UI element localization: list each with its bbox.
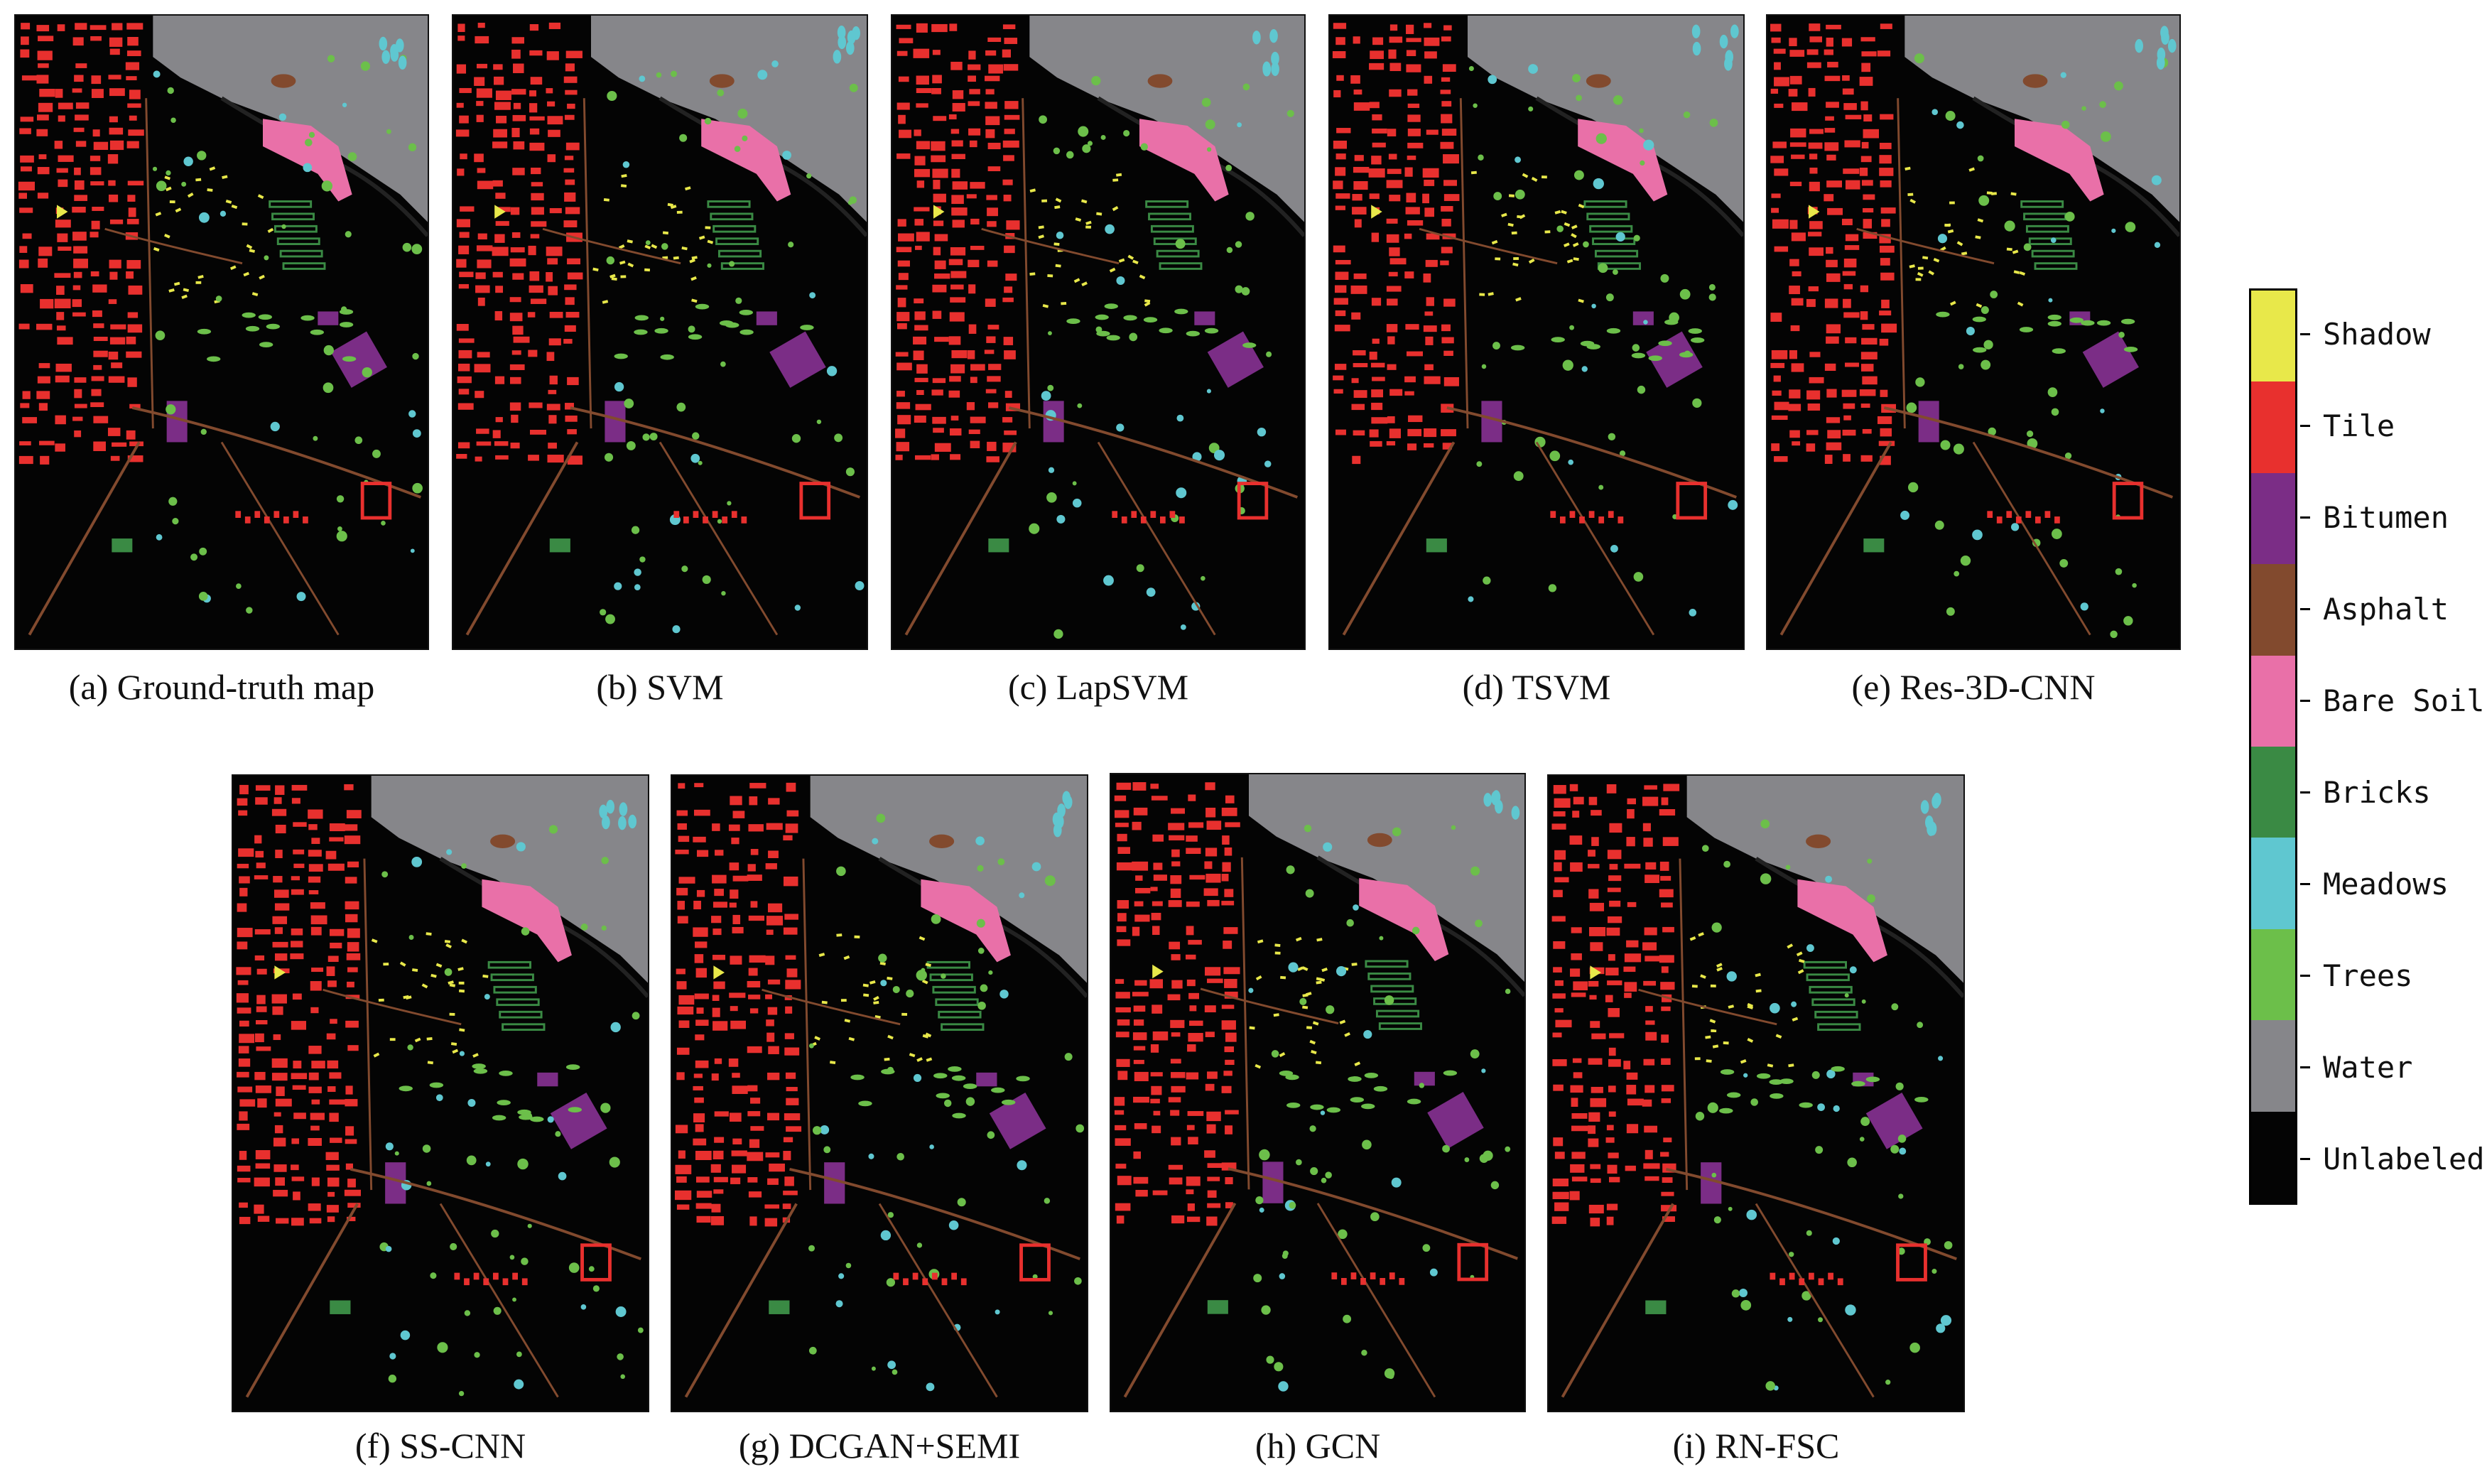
panel-caption: (c) LapSVM (1007, 667, 1189, 707)
classification-map (14, 14, 429, 650)
legend-swatch-bitumen (2251, 472, 2295, 565)
classification-map (452, 14, 868, 650)
map-svg (1330, 16, 1743, 649)
legend-label: Water (2323, 1050, 2413, 1085)
panel-h: (h) GCN (1110, 773, 1526, 1466)
legend-item: Shadow (2300, 288, 2431, 380)
classification-map (232, 774, 649, 1412)
legend-item: Asphalt (2300, 563, 2449, 655)
panel-caption: (i) RN-FSC (1672, 1426, 1840, 1466)
panel-caption: (f) SS-CNN (354, 1426, 526, 1466)
classification-map (1328, 14, 1745, 650)
legend-item: Tile (2300, 380, 2395, 472)
legend-colorbar (2249, 288, 2297, 1205)
legend-item: Bitumen (2300, 472, 2449, 563)
legend-label: Meadows (2323, 867, 2449, 901)
legend-swatch-bricks (2251, 747, 2295, 838)
panel-c: (c) LapSVM (891, 14, 1306, 707)
panel-i: (i) RN-FSC (1547, 774, 1965, 1466)
legend-item: Water (2300, 1022, 2412, 1113)
map-svg (453, 16, 867, 649)
panel-caption: (e) Res-3D-CNN (1851, 667, 2096, 707)
legend-label: Unlabeled (2323, 1142, 2485, 1176)
legend-label: Shadow (2323, 317, 2431, 352)
legend-swatch-water (2251, 1020, 2295, 1112)
legend-label: Bare Soil (2323, 683, 2485, 718)
map-svg (16, 16, 428, 649)
legend-item: Bricks (2300, 747, 2431, 838)
legend-item: Bare Soil (2300, 655, 2485, 747)
legend-swatch-trees (2251, 928, 2295, 1021)
legend-label: Bricks (2323, 775, 2431, 810)
classification-map (671, 774, 1088, 1412)
legend-labels: Shadow Tile Bitumen Asphalt Bare Soil Br… (2300, 288, 2485, 1205)
map-svg (672, 776, 1087, 1411)
map-svg (892, 16, 1304, 649)
panel-g: (g) DCGAN+SEMI (671, 774, 1088, 1466)
panel-a: (a) Ground-truth map (14, 14, 429, 707)
panel-caption: (b) SVM (596, 667, 724, 707)
legend-item: Trees (2300, 930, 2412, 1022)
panel-caption: (g) DCGAN+SEMI (738, 1426, 1021, 1466)
legend-label: Bitumen (2323, 500, 2449, 535)
panel-b: (b) SVM (452, 14, 868, 707)
classification-map (1547, 774, 1965, 1412)
map-svg (1111, 774, 1524, 1411)
legend-swatch-tile (2251, 381, 2295, 473)
map-svg (1767, 16, 2179, 649)
classification-map (891, 14, 1306, 650)
legend-label: Asphalt (2323, 592, 2449, 627)
legend-swatch-bare-soil (2251, 655, 2295, 747)
map-svg (233, 776, 648, 1411)
legend-label: Trees (2323, 958, 2413, 993)
legend-label: Tile (2323, 408, 2395, 443)
panel-e: (e) Res-3D-CNN (1766, 14, 2181, 707)
panel-caption: (a) Ground-truth map (68, 667, 375, 707)
legend-item: Meadows (2300, 838, 2449, 930)
legend-swatch-unlabeled (2251, 1111, 2295, 1203)
classification-map (1766, 14, 2181, 650)
panel-caption: (h) GCN (1255, 1426, 1381, 1466)
map-svg (1549, 776, 1963, 1411)
panel-caption: (d) TSVM (1462, 667, 1611, 707)
legend-swatch-asphalt (2251, 564, 2295, 656)
panel-d: (d) TSVM (1328, 14, 1745, 707)
legend-item: Unlabeled (2300, 1113, 2485, 1205)
classification-map (1110, 773, 1526, 1412)
legend-swatch-meadows (2251, 838, 2295, 929)
panel-f: (f) SS-CNN (232, 774, 649, 1466)
legend-swatch-shadow (2251, 291, 2295, 382)
